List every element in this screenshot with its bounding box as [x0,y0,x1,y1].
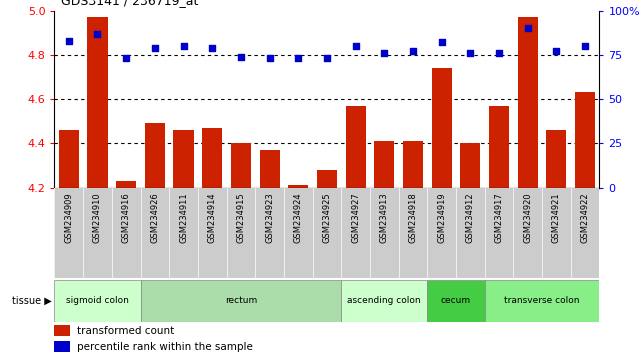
Text: ascending colon: ascending colon [347,296,421,306]
Bar [288,185,308,188]
Bar [174,130,194,188]
Bar [202,128,222,188]
Text: GSM234910: GSM234910 [93,192,102,243]
Text: GSM234918: GSM234918 [408,192,417,243]
Text: GSM234911: GSM234911 [179,192,188,243]
Point [551,48,562,54]
Bar [403,141,423,188]
Bar [485,280,599,322]
Point [92,31,103,36]
Bar [460,143,480,188]
Bar [341,280,428,322]
Bar [54,325,70,336]
Text: GDS3141 / 236719_at: GDS3141 / 236719_at [61,0,198,7]
Text: GSM234912: GSM234912 [466,192,475,243]
Point [63,38,74,44]
Text: GSM234920: GSM234920 [523,192,532,243]
Bar [140,280,341,322]
Point [408,48,418,54]
Text: GSM234917: GSM234917 [494,192,503,243]
Text: GSM234923: GSM234923 [265,192,274,243]
Text: GSM234914: GSM234914 [208,192,217,243]
Bar [87,17,108,188]
Bar [489,106,509,188]
Point [494,50,504,56]
Bar [546,130,567,188]
Point [522,25,533,31]
Point [207,45,217,51]
Text: GSM234927: GSM234927 [351,192,360,243]
Text: percentile rank within the sample: percentile rank within the sample [77,342,253,352]
Point [121,56,131,61]
Point [150,45,160,51]
Point [351,43,361,49]
Bar [116,181,137,188]
Bar [59,130,79,188]
Text: GSM234922: GSM234922 [581,192,590,243]
Point [265,56,275,61]
Text: rectum: rectum [225,296,257,306]
Text: GSM234909: GSM234909 [64,192,73,243]
Text: GSM234925: GSM234925 [322,192,331,243]
Point [236,54,246,59]
Bar [428,280,485,322]
Point [465,50,476,56]
Text: transformed count: transformed count [77,326,174,336]
Bar [317,170,337,188]
Bar [54,280,140,322]
Text: GSM234913: GSM234913 [379,192,388,243]
Text: sigmoid colon: sigmoid colon [66,296,129,306]
Bar [431,68,452,188]
Point [379,50,389,56]
Bar [260,150,279,188]
Text: GSM234916: GSM234916 [122,192,131,243]
Point [437,40,447,45]
Text: GSM234915: GSM234915 [237,192,246,243]
Text: GSM234921: GSM234921 [552,192,561,243]
Point [580,43,590,49]
Bar [145,124,165,188]
Bar [345,106,365,188]
Bar [575,92,595,188]
Point [293,56,303,61]
Text: GSM234926: GSM234926 [151,192,160,243]
Text: GSM234919: GSM234919 [437,192,446,243]
Text: transverse colon: transverse colon [504,296,579,306]
Text: GSM234924: GSM234924 [294,192,303,243]
Point [322,56,332,61]
Bar [374,141,394,188]
Bar [518,17,538,188]
Bar [54,341,70,353]
Point [178,43,188,49]
Bar [231,143,251,188]
Text: tissue ▶: tissue ▶ [12,296,51,306]
Text: cecum: cecum [441,296,471,306]
